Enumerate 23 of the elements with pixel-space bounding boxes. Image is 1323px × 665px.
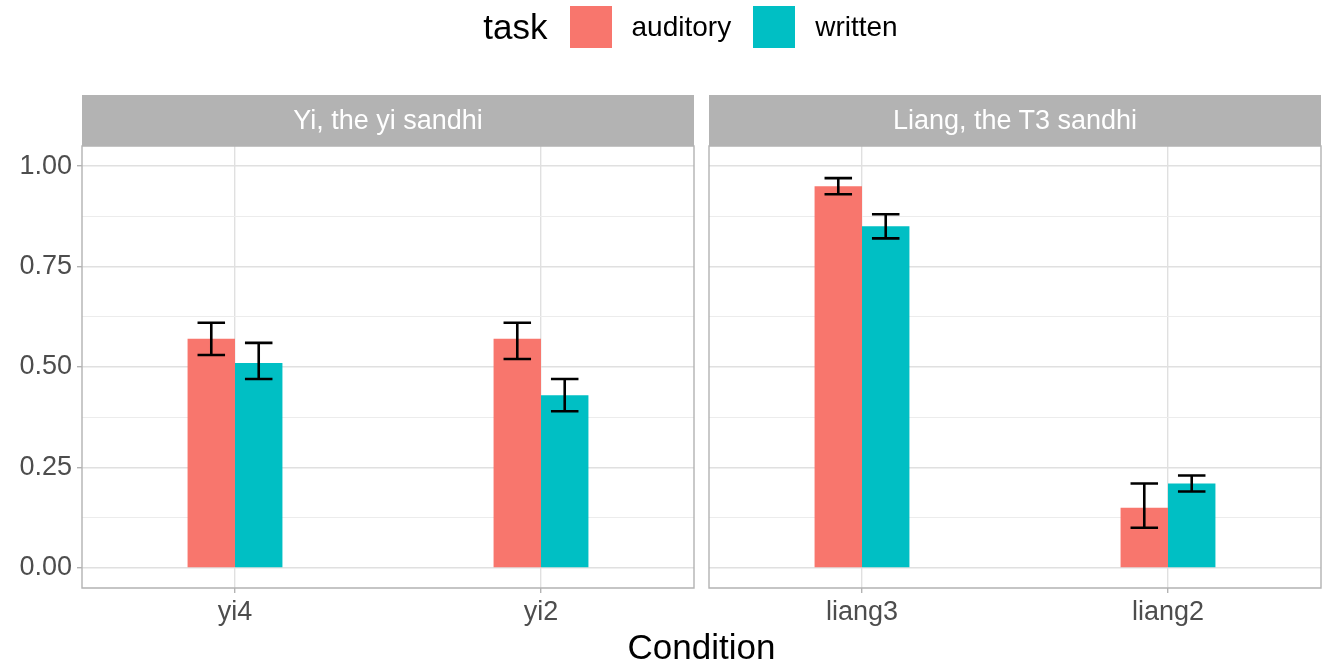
bar bbox=[862, 226, 910, 568]
x-tick-label: liang2 bbox=[1131, 595, 1205, 626]
x-tick-label: yi2 bbox=[523, 595, 559, 626]
y-tick-label: 0.50 bbox=[19, 350, 72, 381]
y-tick-label: 0.25 bbox=[19, 450, 72, 481]
bar bbox=[1168, 483, 1216, 568]
legend-label: auditory bbox=[631, 10, 732, 44]
chart-title: Yi, the yi sandhi bbox=[82, 95, 694, 146]
legend-title: task bbox=[483, 6, 548, 48]
x-tick-label: yi4 bbox=[217, 595, 253, 626]
bar bbox=[493, 338, 541, 568]
y-tick-label: 0.75 bbox=[19, 250, 72, 280]
y-tick-label: 0.00 bbox=[19, 551, 72, 582]
bar bbox=[1120, 507, 1168, 568]
bar bbox=[541, 395, 589, 568]
legend-label: written bbox=[815, 10, 898, 44]
bar bbox=[814, 186, 862, 568]
bar bbox=[235, 362, 283, 568]
x-axis-title: Condition bbox=[626, 627, 777, 665]
bar bbox=[187, 338, 235, 568]
x-tick-label: liang3 bbox=[825, 595, 899, 626]
y-tick-label: 1.00 bbox=[19, 149, 72, 180]
chart-title: Liang, the T3 sandhi bbox=[709, 95, 1321, 146]
